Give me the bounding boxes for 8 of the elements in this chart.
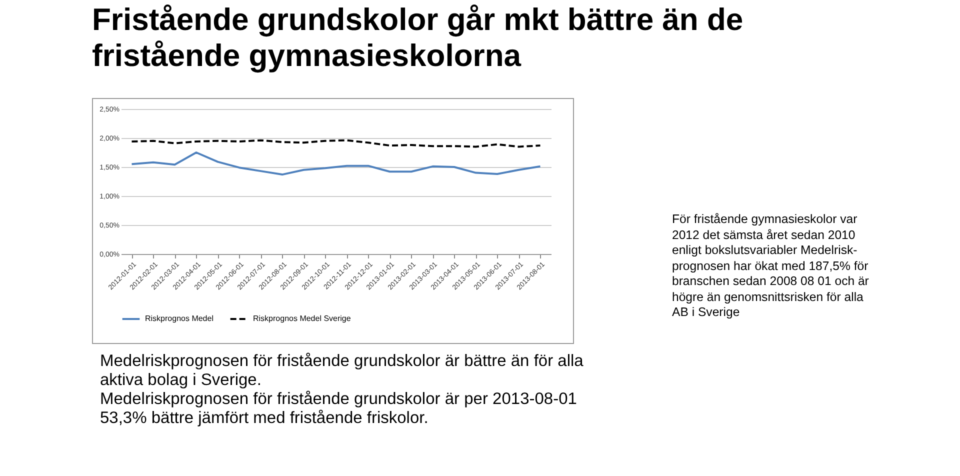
legend-label: Riskprognos Medel Sverige [253,314,352,323]
line-series [130,139,542,148]
text: Medelriskprognosen för fristående grundskolor är bättre än för alla aktiva bolag i Sverige. [100,352,584,390]
text: Medelriskprognosen för fristående grundskolor är per 2013-08-01 53,3% bättre jämfört med fristående friskolor. [100,390,578,428]
chart-title: Fristående grundskolor går mkt bättre än de fristående gymnasieskolorna [92,2,744,74]
text: För fristående gymnasieskolor var 2012 det sämsta året sedan 2010 enligt bokslutsvariabler Medelrisk-prognosen har ökat med 187,5% för branschen sedan 2008 08 01 och är högre än genomsnittsrisken för alla AB i Sverige [672,212,870,320]
line-series [130,152,542,176]
legend-label: Riskprognos Medel [145,314,214,323]
